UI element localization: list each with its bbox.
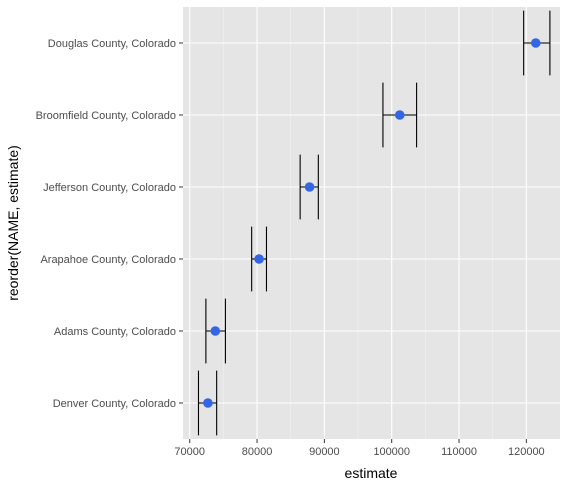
y-axis: Denver County, Colorado Adams County, Col…: [36, 38, 183, 410]
y-tick-label: Denver County, Colorado: [53, 398, 176, 410]
x-axis-title: estimate: [345, 465, 398, 481]
panel-background: [183, 7, 560, 439]
data-point: [304, 182, 315, 192]
y-axis-title: reorder(NAME, estimate): [5, 145, 21, 301]
grid-minor: [223, 7, 493, 439]
data-point: [394, 110, 405, 120]
y-tick-label: Arapahoe County, Colorado: [40, 254, 176, 266]
x-tick-label: 90000: [309, 446, 340, 458]
data-point: [530, 38, 541, 48]
data-point: [210, 326, 221, 336]
y-tick-label: Broomfield County, Colorado: [36, 110, 176, 122]
x-axis: 70000 80000 90000 100000 110000 120000: [174, 439, 545, 458]
y-tick-label: Adams County, Colorado: [54, 326, 176, 338]
grid-major: [183, 7, 560, 439]
x-tick-label: 80000: [242, 446, 273, 458]
y-tick-label: Jefferson County, Colorado: [43, 182, 176, 194]
data-point: [203, 398, 213, 408]
x-tick-label: 110000: [441, 446, 477, 458]
x-tick-label: 100000: [373, 446, 410, 458]
x-tick-label: 70000: [174, 446, 205, 458]
y-tick-label: Douglas County, Colorado: [48, 38, 176, 50]
data-points: [203, 38, 541, 408]
x-tick-label: 120000: [508, 446, 545, 458]
data-point: [254, 254, 264, 264]
